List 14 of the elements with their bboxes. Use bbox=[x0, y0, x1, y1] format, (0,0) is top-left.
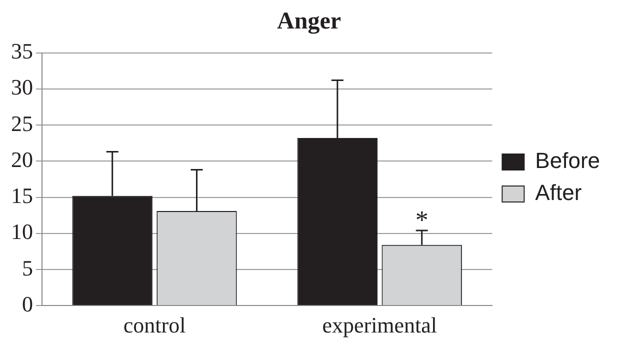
y-tick-label: 0 bbox=[22, 291, 33, 316]
x-tick-label: control bbox=[123, 312, 186, 338]
y-tick-label: 30 bbox=[11, 74, 33, 100]
y-tick-label: 15 bbox=[11, 183, 33, 208]
x-tick-label: experimental bbox=[322, 312, 438, 338]
chart-title: Anger bbox=[277, 8, 342, 35]
y-tick-label: 35 bbox=[11, 38, 33, 64]
legend-label: After bbox=[535, 180, 582, 206]
y-tick-label: 5 bbox=[22, 255, 33, 280]
y-tick-label: 10 bbox=[11, 219, 33, 244]
y-tick-label: 20 bbox=[11, 146, 33, 172]
legend-label: Before bbox=[535, 148, 600, 174]
annotation: * bbox=[415, 205, 428, 234]
y-tick-label: 25 bbox=[11, 110, 33, 136]
